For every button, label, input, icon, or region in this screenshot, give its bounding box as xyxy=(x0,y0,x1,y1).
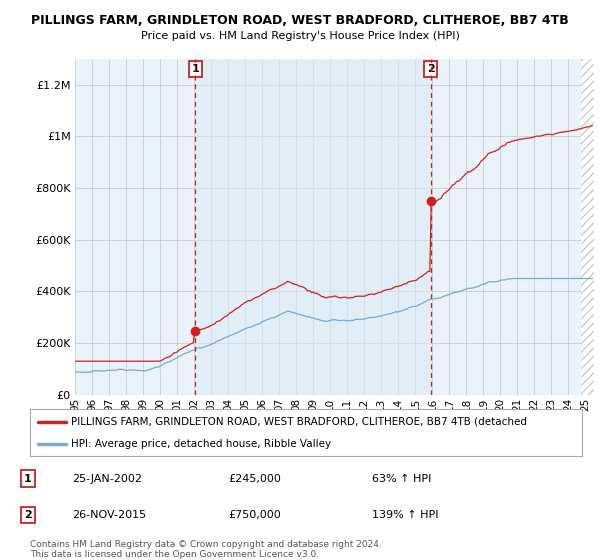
Bar xyxy=(196,59,431,395)
Text: 139% ↑ HPI: 139% ↑ HPI xyxy=(372,510,439,520)
Text: 1: 1 xyxy=(191,64,199,74)
Text: Price paid vs. HM Land Registry's House Price Index (HPI): Price paid vs. HM Land Registry's House … xyxy=(140,31,460,41)
Text: PILLINGS FARM, GRINDLETON ROAD, WEST BRADFORD, CLITHEROE, BB7 4TB (detached: PILLINGS FARM, GRINDLETON ROAD, WEST BRA… xyxy=(71,417,527,427)
Text: HPI: Average price, detached house, Ribble Valley: HPI: Average price, detached house, Ribb… xyxy=(71,438,332,449)
Text: This data is licensed under the Open Government Licence v3.0.: This data is licensed under the Open Gov… xyxy=(30,550,319,559)
Text: 2: 2 xyxy=(427,64,434,74)
Text: 63% ↑ HPI: 63% ↑ HPI xyxy=(372,474,431,484)
Text: 26-NOV-2015: 26-NOV-2015 xyxy=(72,510,146,520)
Text: 2: 2 xyxy=(24,510,32,520)
Text: 1: 1 xyxy=(24,474,32,484)
Text: £245,000: £245,000 xyxy=(228,474,281,484)
Text: 25-JAN-2002: 25-JAN-2002 xyxy=(72,474,142,484)
Text: £750,000: £750,000 xyxy=(228,510,281,520)
Text: PILLINGS FARM, GRINDLETON ROAD, WEST BRADFORD, CLITHEROE, BB7 4TB: PILLINGS FARM, GRINDLETON ROAD, WEST BRA… xyxy=(31,14,569,27)
Text: Contains HM Land Registry data © Crown copyright and database right 2024.: Contains HM Land Registry data © Crown c… xyxy=(30,540,382,549)
